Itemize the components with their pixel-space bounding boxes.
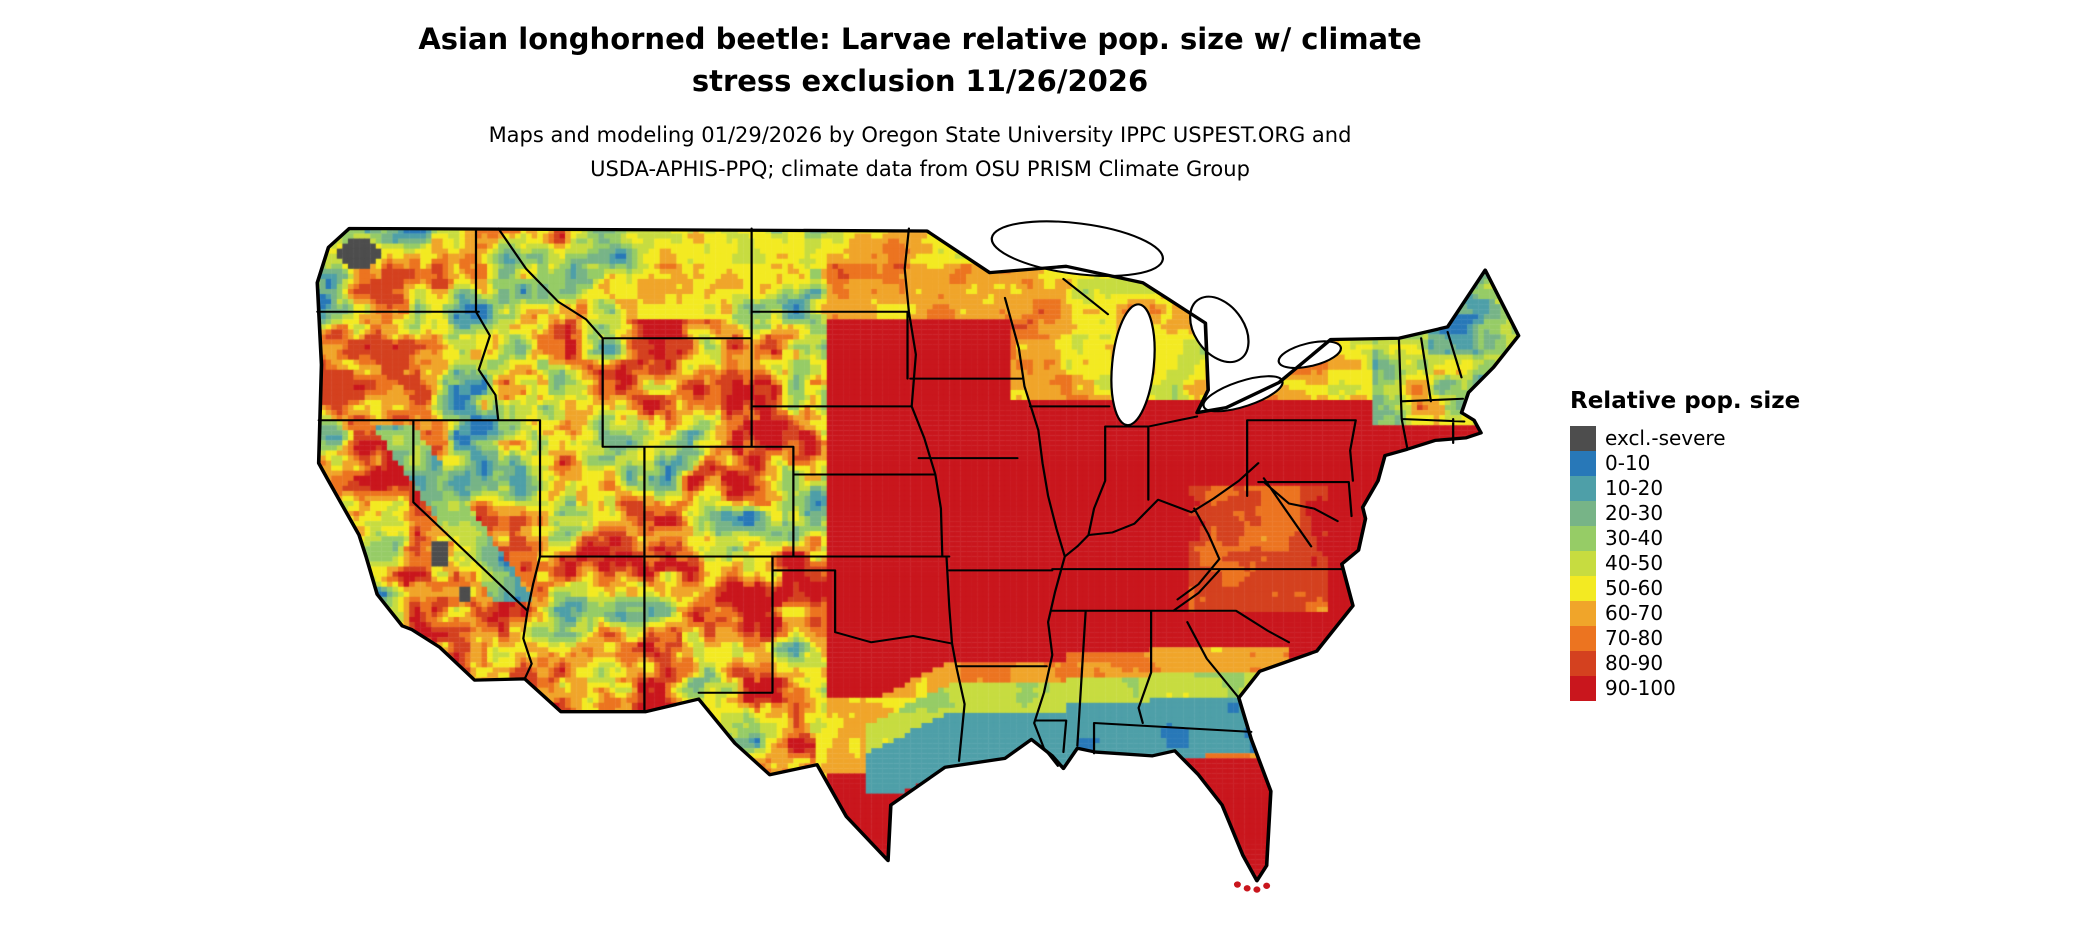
legend-label: 0-10 [1605,451,1651,475]
legend-title: Relative pop. size [1570,388,1801,414]
legend-label: excl.-severe [1605,426,1726,450]
state-borders [316,227,1466,767]
legend-row: 0-10 [1570,451,1870,476]
legend-row: excl.-severe [1570,426,1870,451]
lake-superior-icon [990,220,1165,277]
legend: Relative pop. size excl.-severe 0-10 10-20… [1570,388,1870,701]
map-overlay-svg [315,220,1521,893]
legend-swatch [1570,651,1596,676]
lake-ontario-icon [1277,340,1343,369]
legend-row: 50-60 [1570,576,1870,601]
legend-label: 20-30 [1605,501,1664,525]
legend-entries: excl.-severe 0-10 10-20 20-30 30-40 40-50 50-6… [1570,426,1870,701]
legend-row: 40-50 [1570,551,1870,576]
legend-label: 90-100 [1605,676,1676,700]
legend-swatch [1570,451,1596,476]
legend-swatch [1570,626,1596,651]
legend-swatch [1570,426,1596,451]
subtitle-line-2: USDA-APHIS-PPQ; climate data from OSU PR… [590,157,1250,181]
legend-swatch [1570,676,1596,701]
lake-michigan-icon [1110,303,1156,427]
us-map [231,178,1623,935]
title-line-1: Asian longhorned beetle: Larvae relative… [418,22,1422,56]
subtitle-line-1: Maps and modeling 01/29/2026 by Oregon S… [488,123,1352,147]
legend-label: 50-60 [1605,576,1664,600]
legend-row: 60-70 [1570,601,1870,626]
legend-swatch [1570,551,1596,576]
legend-row: 10-20 [1570,476,1870,501]
legend-swatch [1570,501,1596,526]
legend-label: 30-40 [1605,526,1664,550]
map-subtitle: Maps and modeling 01/29/2026 by Oregon S… [170,118,1670,186]
great-lakes [990,220,1343,427]
legend-label: 80-90 [1605,651,1664,675]
legend-label: 40-50 [1605,551,1664,575]
legend-row: 90-100 [1570,676,1870,701]
lake-huron-icon [1189,295,1250,364]
legend-row: 30-40 [1570,526,1870,551]
legend-row: 70-80 [1570,626,1870,651]
legend-label: 70-80 [1605,626,1664,650]
us-outline [315,226,1521,883]
legend-swatch [1570,601,1596,626]
legend-row: 80-90 [1570,651,1870,676]
legend-label: 10-20 [1605,476,1664,500]
legend-swatch [1570,526,1596,551]
page: { "header": { "title_line1": "Asian long… [170,18,1870,935]
legend-swatch [1570,476,1596,501]
map-title: Asian longhorned beetle: Larvae relative… [170,18,1670,102]
title-line-2: stress exclusion 11/26/2026 [691,64,1149,98]
legend-row: 20-30 [1570,501,1870,526]
florida-keys-icon [1233,881,1271,893]
legend-label: 60-70 [1605,601,1664,625]
legend-swatch [1570,576,1596,601]
